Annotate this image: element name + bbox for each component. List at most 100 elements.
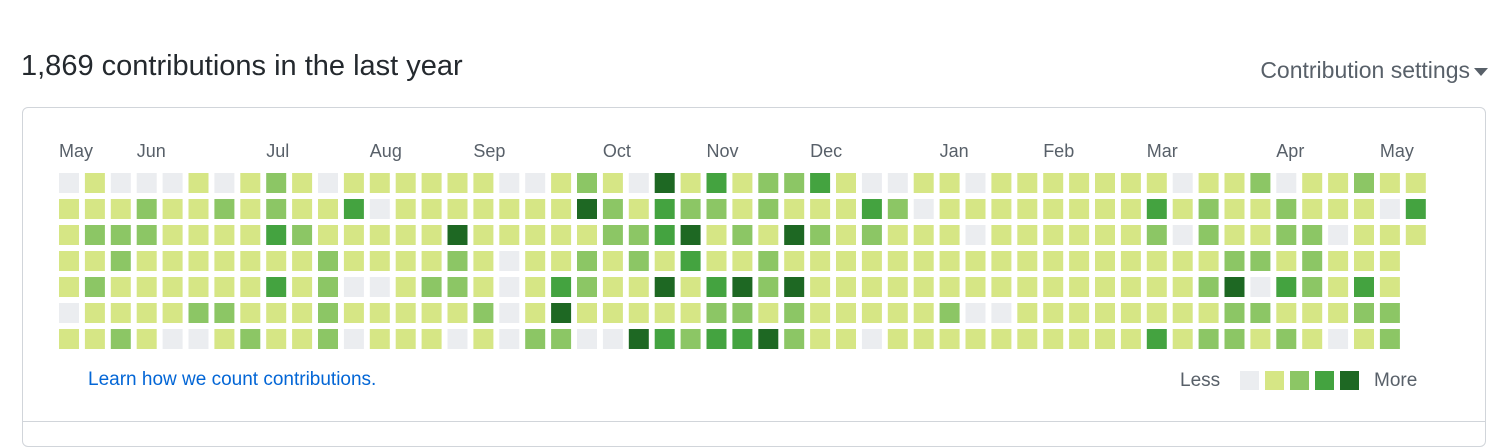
month-label: Mar — [1147, 141, 1178, 161]
day-cell — [784, 173, 805, 193]
day-cell — [861, 225, 882, 245]
day-cell — [110, 173, 131, 193]
day-cell — [421, 173, 442, 193]
month-label: Aug — [370, 141, 402, 161]
day-cell — [240, 277, 261, 297]
day-cell — [447, 173, 468, 193]
legend-swatch — [1240, 371, 1259, 390]
day-cell — [1224, 251, 1245, 271]
day-cell — [1328, 277, 1349, 297]
day-cell — [59, 199, 79, 219]
day-cell — [525, 225, 546, 245]
day-cell — [266, 199, 287, 219]
day-cell — [1276, 277, 1297, 297]
day-cell — [1069, 303, 1090, 323]
day-cell — [628, 199, 649, 219]
day-cell — [318, 277, 338, 297]
day-cell — [810, 303, 831, 323]
legend-swatch — [1290, 371, 1309, 390]
day-cell — [343, 303, 364, 323]
day-cell — [628, 251, 649, 271]
day-cell — [499, 303, 520, 323]
day-cell — [1017, 199, 1038, 219]
day-cell — [1276, 329, 1297, 349]
day-cell — [1379, 225, 1400, 245]
day-cell — [318, 329, 338, 349]
day-cell — [473, 277, 494, 297]
day-cell — [59, 173, 79, 193]
day-cell — [758, 199, 779, 219]
day-cell — [861, 303, 882, 323]
day-cell — [214, 225, 235, 245]
day-cell — [214, 199, 235, 219]
day-cell — [59, 303, 79, 323]
day-cell — [318, 251, 338, 271]
day-cell — [861, 173, 882, 193]
day-cell — [732, 329, 753, 349]
day-cell — [343, 199, 364, 219]
day-cell — [1328, 225, 1349, 245]
day-cell — [1043, 173, 1064, 193]
day-cell — [1172, 303, 1193, 323]
day-cell — [577, 199, 597, 219]
day-cell — [136, 277, 157, 297]
day-cell — [1017, 277, 1038, 297]
day-cell — [110, 199, 131, 219]
day-cell — [1146, 277, 1167, 297]
day-cell — [395, 173, 416, 193]
learn-link[interactable]: Learn how we count contributions. — [88, 369, 377, 390]
day-cell — [1120, 199, 1141, 219]
day-cell — [421, 329, 442, 349]
day-cell — [395, 329, 416, 349]
day-cell — [706, 173, 727, 193]
day-cell — [1146, 173, 1167, 193]
day-cell — [162, 251, 183, 271]
contribution-settings[interactable]: Contribution settings — [1260, 57, 1488, 84]
day-cell — [369, 173, 390, 193]
day-cell — [188, 225, 209, 245]
legend-swatch — [1340, 371, 1359, 390]
settings-label[interactable]: Contribution settings — [1260, 57, 1470, 83]
day-cell — [136, 173, 157, 193]
day-cell — [1120, 173, 1141, 193]
day-cell — [913, 225, 934, 245]
day-cell — [318, 199, 338, 219]
day-cell — [551, 251, 572, 271]
day-cell — [369, 225, 390, 245]
day-cell — [1405, 199, 1426, 219]
day-cell — [1095, 251, 1115, 271]
day-cell — [499, 251, 520, 271]
day-cell — [680, 173, 701, 193]
day-cell — [421, 303, 442, 323]
day-cell — [1198, 303, 1219, 323]
day-cell — [732, 303, 753, 323]
day-cell — [991, 199, 1012, 219]
day-cell — [810, 329, 831, 349]
day-cell — [84, 225, 105, 245]
day-cell — [525, 329, 546, 349]
day-cell — [887, 199, 908, 219]
day-cell — [1250, 225, 1271, 245]
day-cell — [1302, 277, 1323, 297]
day-cell — [266, 329, 287, 349]
day-cell — [525, 303, 546, 323]
day-cell — [292, 329, 313, 349]
day-cell — [1302, 199, 1323, 219]
day-cell — [732, 173, 753, 193]
day-cell — [240, 199, 261, 219]
day-cell — [654, 251, 675, 271]
month-label: May — [1380, 141, 1414, 161]
day-cell — [1379, 303, 1400, 323]
day-cell — [965, 277, 986, 297]
day-cell — [680, 199, 701, 219]
day-cell — [654, 225, 675, 245]
day-cell — [343, 173, 364, 193]
day-cell — [395, 199, 416, 219]
month-label: Jul — [266, 141, 289, 161]
day-cell — [1198, 277, 1219, 297]
day-cell — [421, 277, 442, 297]
day-cell — [499, 199, 520, 219]
day-cell — [473, 199, 494, 219]
day-cell — [369, 277, 390, 297]
day-cell — [1198, 173, 1219, 193]
